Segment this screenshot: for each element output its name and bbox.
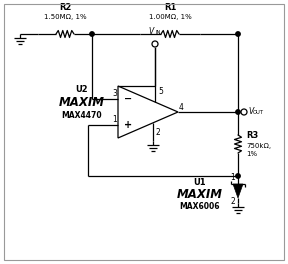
Text: V: V xyxy=(149,26,154,35)
Text: R3: R3 xyxy=(246,131,258,140)
Text: R1: R1 xyxy=(164,3,176,12)
Text: 750kΩ,: 750kΩ, xyxy=(246,143,271,149)
Text: 2: 2 xyxy=(155,128,160,137)
Text: MAX6006: MAX6006 xyxy=(180,202,220,211)
Circle shape xyxy=(152,41,158,47)
Text: 5: 5 xyxy=(158,87,163,96)
Text: V: V xyxy=(248,106,253,116)
Text: 1%: 1% xyxy=(246,151,257,157)
Text: 1: 1 xyxy=(112,115,117,124)
Text: 2: 2 xyxy=(230,196,235,205)
Circle shape xyxy=(241,109,247,115)
Text: R2: R2 xyxy=(59,3,71,12)
Text: −: − xyxy=(124,94,132,104)
Circle shape xyxy=(236,174,240,178)
Circle shape xyxy=(236,32,240,36)
Text: 1: 1 xyxy=(230,173,235,182)
Text: OUT: OUT xyxy=(253,111,264,116)
Polygon shape xyxy=(233,184,243,198)
Text: 1.50MΩ, 1%: 1.50MΩ, 1% xyxy=(44,14,86,20)
Text: 4: 4 xyxy=(179,103,184,112)
Text: MAXIM: MAXIM xyxy=(177,188,223,201)
Text: +: + xyxy=(124,120,132,130)
Text: U2: U2 xyxy=(76,86,88,95)
Text: MAX4470: MAX4470 xyxy=(62,111,102,120)
Text: MAXIM: MAXIM xyxy=(59,96,105,109)
Text: IN: IN xyxy=(156,31,161,35)
Circle shape xyxy=(90,32,94,36)
Text: 1.00MΩ, 1%: 1.00MΩ, 1% xyxy=(149,14,191,20)
Text: 3: 3 xyxy=(112,89,117,98)
Circle shape xyxy=(236,110,240,114)
Text: U1: U1 xyxy=(194,178,206,187)
